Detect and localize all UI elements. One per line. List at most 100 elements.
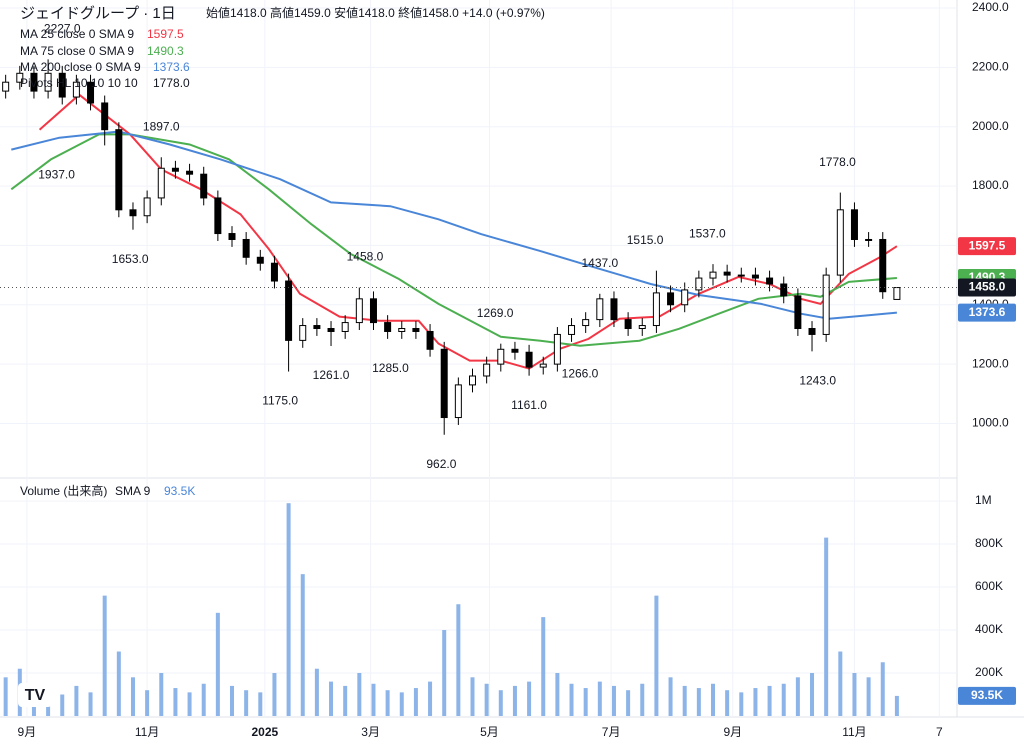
volume-tick-label: 600K xyxy=(975,579,1003,593)
candle-body xyxy=(285,280,293,341)
volume-bar xyxy=(413,688,418,716)
candle-body xyxy=(582,319,590,327)
candle-body xyxy=(87,81,95,104)
legend: ジェイドグループ · 1日 始値1418.0 高値1459.0 安値1418.0… xyxy=(20,5,545,498)
pivot-label: 1515.0 xyxy=(627,233,664,247)
legend-name: MA 25 close 0 SMA 9 xyxy=(20,27,134,41)
volume-bar xyxy=(753,688,758,716)
volume-tick-label: 400K xyxy=(975,622,1003,636)
volume-bar xyxy=(470,677,475,716)
volume-bar xyxy=(810,673,815,716)
y-tick-label: 1000.0 xyxy=(972,416,1009,430)
volume-bar xyxy=(541,617,546,716)
candle-body xyxy=(568,325,576,335)
price-badge xyxy=(958,278,1016,297)
volume-bar xyxy=(201,683,206,716)
volume-legend: Volume (出来高) xyxy=(20,483,107,498)
volume-bar xyxy=(880,662,885,716)
volume-bar xyxy=(88,692,93,716)
candle-body xyxy=(72,81,80,98)
pivot-label: 1653.0 xyxy=(112,252,149,266)
candle-body xyxy=(256,256,264,264)
candle-body xyxy=(794,295,802,330)
volume-bar xyxy=(230,685,235,716)
volume-bar xyxy=(668,677,673,716)
candle-body xyxy=(398,328,406,332)
pivot-label: 1269.0 xyxy=(477,306,514,320)
candle-body xyxy=(497,348,505,365)
volume-bar xyxy=(428,681,433,716)
legend-name: MA 75 close 0 SMA 9 xyxy=(20,44,134,58)
candle-body xyxy=(58,72,66,98)
y-tick-label: 2200.0 xyxy=(972,60,1009,74)
candle-body xyxy=(270,262,278,282)
volume-bar xyxy=(145,690,150,716)
candle-body xyxy=(553,333,561,365)
volume-bar xyxy=(314,668,319,716)
pivot-label: 1266.0 xyxy=(562,367,599,381)
candle-body xyxy=(157,167,165,199)
candle-body xyxy=(822,274,830,335)
y-tick-label: 1800.0 xyxy=(972,178,1009,192)
overlay: 1000.01200.01400.01600.01800.02000.02200… xyxy=(18,0,1016,739)
pivot-label: 1897.0 xyxy=(143,119,180,133)
price-badge-label: 93.5K xyxy=(971,688,1003,702)
candle-body xyxy=(341,322,349,332)
price-badge-label: 1597.5 xyxy=(969,238,1006,252)
candle-body xyxy=(171,167,179,172)
volume-bar xyxy=(442,630,447,716)
pivot-label: 1437.0 xyxy=(581,256,618,270)
pivot-label: 1778.0 xyxy=(819,155,856,169)
legend-name: MA 200 close 0 SMA 9 xyxy=(20,60,141,74)
candle-body xyxy=(16,72,24,83)
price-badge-label: 1458.0 xyxy=(969,280,1006,294)
y-tick-label: 2400.0 xyxy=(972,0,1009,14)
volume-bar xyxy=(512,685,517,716)
volume-bar xyxy=(173,688,178,716)
volume-bar xyxy=(329,681,334,716)
volume-bar xyxy=(484,683,489,716)
candle-body xyxy=(228,233,236,240)
volume-bar xyxy=(130,677,135,716)
candle-body xyxy=(751,274,759,279)
volume-bar xyxy=(767,685,772,716)
candle-body xyxy=(624,319,632,330)
x-tick-label: 9月 xyxy=(18,725,37,739)
candle-body xyxy=(200,173,208,199)
pivot-label: 1175.0 xyxy=(262,394,298,408)
candle-body xyxy=(30,72,38,92)
candle-body xyxy=(893,287,901,300)
candle-body xyxy=(412,328,420,332)
volume-bar xyxy=(626,690,631,716)
x-tick-label: 3月 xyxy=(361,725,380,739)
volume-bar xyxy=(300,574,305,716)
volume-bar xyxy=(654,595,659,716)
plot xyxy=(0,59,957,716)
legend-name: Pivots HL 10 10 10 10 xyxy=(20,76,138,90)
candle-body xyxy=(652,292,660,327)
candle-body xyxy=(879,238,887,293)
candle-body xyxy=(355,298,363,324)
volume-bar xyxy=(159,673,164,716)
volume-bar xyxy=(498,690,503,716)
volume-bar xyxy=(3,677,8,716)
logo: TV xyxy=(25,687,46,704)
volume-bar xyxy=(244,690,249,716)
y-tick-label: 2000.0 xyxy=(972,119,1009,133)
volume-bar xyxy=(527,681,532,716)
candle-body xyxy=(525,351,533,368)
candle-body xyxy=(384,322,392,332)
volume-bar xyxy=(102,595,107,716)
pivot-label: 1537.0 xyxy=(689,226,726,240)
x-tick-label: 9月 xyxy=(723,725,742,739)
volume-tick-label: 800K xyxy=(975,536,1003,550)
legend-value: 1597.5 xyxy=(147,27,184,41)
volume-bar xyxy=(555,673,560,716)
pivot-label: 1261.0 xyxy=(313,368,350,382)
ohlc-text: 始値1418.0 高値1459.0 安値1418.0 終値1458.0 +14.… xyxy=(206,5,545,20)
volume-bar xyxy=(583,688,588,716)
legend-value: 1490.3 xyxy=(147,44,184,58)
tv-logo[interactable]: TV xyxy=(18,683,52,707)
